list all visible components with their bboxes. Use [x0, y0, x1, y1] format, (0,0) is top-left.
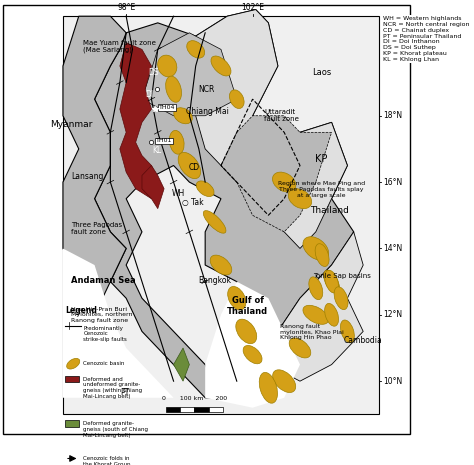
- Ellipse shape: [158, 55, 177, 77]
- Bar: [194, 407, 209, 412]
- Text: Chiang Mai: Chiang Mai: [186, 107, 229, 116]
- Polygon shape: [173, 348, 190, 381]
- Ellipse shape: [315, 244, 329, 266]
- Ellipse shape: [196, 181, 214, 197]
- Text: ○ Tak: ○ Tak: [182, 198, 204, 207]
- FancyBboxPatch shape: [63, 16, 379, 414]
- Text: Myanmar: Myanmar: [50, 120, 92, 129]
- Text: 18°N: 18°N: [383, 111, 402, 120]
- Text: NCR: NCR: [199, 85, 215, 94]
- Text: PT: PT: [120, 388, 129, 397]
- Ellipse shape: [174, 108, 192, 124]
- Text: Three Pagodas
fault zone: Three Pagodas fault zone: [71, 222, 122, 235]
- Ellipse shape: [178, 153, 201, 179]
- Text: WH = Western highlands
NCR = North central region
CD = Chainat duplex
PT = Penin: WH = Western highlands NCR = North centr…: [383, 16, 470, 62]
- Polygon shape: [221, 116, 332, 232]
- Ellipse shape: [325, 270, 338, 293]
- Ellipse shape: [273, 370, 296, 392]
- FancyBboxPatch shape: [65, 376, 79, 382]
- Text: Cenozoic folds in
the Khorat Group: Cenozoic folds in the Khorat Group: [83, 456, 131, 465]
- Polygon shape: [120, 43, 158, 199]
- Text: DI: DI: [145, 90, 153, 99]
- Text: 16°N: 16°N: [383, 178, 402, 186]
- Polygon shape: [63, 248, 173, 398]
- Text: Legend: Legend: [65, 306, 97, 315]
- Text: 98°E: 98°E: [117, 3, 135, 12]
- Ellipse shape: [288, 189, 312, 209]
- Polygon shape: [94, 10, 354, 398]
- Polygon shape: [196, 10, 347, 248]
- Text: 0       100 km      200: 0 100 km 200: [162, 396, 227, 401]
- Ellipse shape: [325, 303, 338, 326]
- Text: 10°N: 10°N: [383, 377, 402, 385]
- Polygon shape: [63, 16, 126, 315]
- Text: Thailand: Thailand: [310, 206, 349, 215]
- FancyBboxPatch shape: [65, 420, 79, 427]
- Polygon shape: [205, 282, 300, 408]
- Text: Uttaradit
fault zone: Uttaradit fault zone: [264, 109, 299, 122]
- Text: Cenozoic basin: Cenozoic basin: [83, 361, 125, 365]
- Ellipse shape: [340, 320, 355, 343]
- Text: CD: CD: [189, 163, 200, 172]
- Text: Gulf of
Thailand: Gulf of Thailand: [227, 297, 268, 316]
- Polygon shape: [142, 166, 164, 209]
- Text: Deformed granite-
gneiss (south of Chiang
Mai-Lincang belt): Deformed granite- gneiss (south of Chian…: [83, 421, 148, 438]
- Ellipse shape: [210, 255, 232, 275]
- Ellipse shape: [334, 287, 348, 310]
- Ellipse shape: [236, 319, 257, 344]
- Text: Tonle Sap basins: Tonle Sap basins: [313, 273, 371, 279]
- Ellipse shape: [203, 211, 226, 233]
- Polygon shape: [142, 33, 237, 116]
- Text: KL: KL: [153, 146, 162, 155]
- Ellipse shape: [211, 56, 231, 76]
- Text: Hua Hin-Pran Buri
Mylonites, northern
Ranong fault zone: Hua Hin-Pran Buri Mylonites, northern Ra…: [71, 306, 133, 323]
- Bar: [209, 407, 223, 412]
- Ellipse shape: [303, 237, 328, 260]
- Ellipse shape: [273, 172, 296, 192]
- Text: Bangkok: Bangkok: [198, 276, 231, 285]
- Ellipse shape: [67, 359, 80, 369]
- Polygon shape: [253, 232, 363, 381]
- Text: TH01: TH01: [155, 138, 172, 143]
- Bar: [166, 407, 180, 412]
- Text: Lansang: Lansang: [71, 172, 103, 181]
- Ellipse shape: [165, 76, 182, 102]
- Ellipse shape: [243, 345, 262, 364]
- Text: Ranong fault
mylonites, Khao Plai
Khlong Hin Phao: Ranong fault mylonites, Khao Plai Khlong…: [281, 324, 344, 340]
- Ellipse shape: [228, 286, 246, 310]
- Ellipse shape: [324, 270, 339, 293]
- Ellipse shape: [229, 90, 244, 108]
- Text: Laos: Laos: [312, 68, 331, 77]
- Text: Andaman Sea: Andaman Sea: [71, 276, 136, 285]
- Text: Cambodia: Cambodia: [343, 336, 382, 345]
- Text: 102°E: 102°E: [241, 3, 264, 12]
- Text: TH04: TH04: [159, 105, 175, 110]
- Text: Region where Mae Ping and
Three Pagodas faults splay
at a large scale: Region where Mae Ping and Three Pagodas …: [278, 181, 365, 198]
- Ellipse shape: [289, 338, 311, 358]
- Text: WH: WH: [171, 189, 184, 198]
- Text: DS: DS: [148, 68, 159, 77]
- Ellipse shape: [309, 277, 323, 299]
- Ellipse shape: [303, 306, 328, 324]
- Text: 12°N: 12°N: [383, 310, 402, 319]
- Text: Predominantly
Cenozoic
strike-slip faults: Predominantly Cenozoic strike-slip fault…: [83, 326, 127, 342]
- Text: Mae Yuam fault zone
(Mae Sariang): Mae Yuam fault zone (Mae Sariang): [83, 40, 156, 53]
- Ellipse shape: [259, 372, 277, 403]
- Text: Deformed and
undeformed granite-
gneiss (within Chiang
Mai-Lincang belt): Deformed and undeformed granite- gneiss …: [83, 377, 143, 399]
- Ellipse shape: [187, 40, 205, 58]
- Text: 14°N: 14°N: [383, 244, 402, 253]
- Text: KP: KP: [315, 154, 328, 164]
- Bar: [180, 407, 194, 412]
- Ellipse shape: [169, 130, 184, 154]
